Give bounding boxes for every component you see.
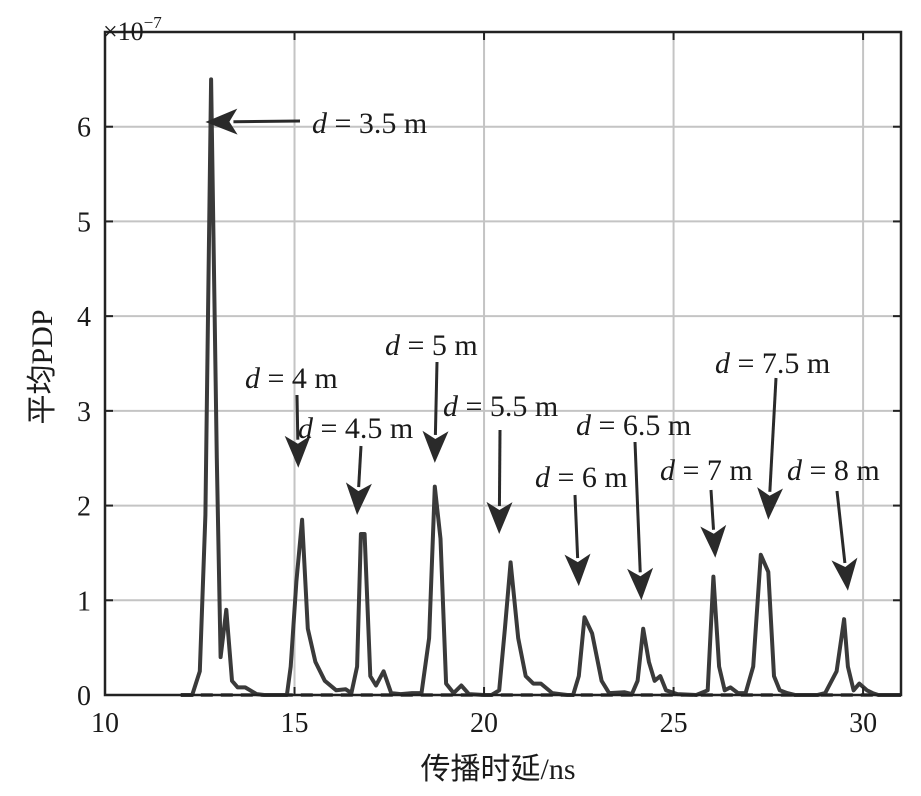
y-axis-label: 平均PDP <box>26 309 59 424</box>
annotation-arrow-head <box>757 487 783 520</box>
y-tick-label: 4 <box>77 302 91 333</box>
plot-frame <box>103 30 903 697</box>
y-exponent-label: ×10−7 <box>103 13 162 46</box>
annotations: d = 3.5 md = 4 md = 4.5 md = 5 md = 5.5 … <box>205 107 880 601</box>
annotation-label: d = 7.5 m <box>715 347 830 380</box>
annotation-arrow-head <box>831 557 858 591</box>
annotation-var: d <box>443 390 459 423</box>
annotation-arrow-head <box>284 435 311 468</box>
annotation-label: d = 7 m <box>660 454 753 487</box>
y-tick-label: 2 <box>77 492 91 523</box>
annotation-text: = 4.5 m <box>313 412 413 445</box>
y-tick-label: 1 <box>77 586 91 617</box>
annotation-6: d = 6.5 m <box>576 409 691 601</box>
annotation-label: d = 3.5 m <box>312 107 427 140</box>
annotation-3: d = 5 m <box>385 329 478 463</box>
annotation-arrow-shaft <box>357 445 363 488</box>
annotation-label: d = 5 m <box>385 329 478 362</box>
y-tick-label: 0 <box>77 681 91 712</box>
annotation-var: d <box>576 409 592 442</box>
x-tick-label: 25 <box>660 708 688 739</box>
annotation-8: d = 7.5 m <box>715 347 830 520</box>
annotation-label: d = 4 m <box>245 362 338 395</box>
annotation-text: = 6 m <box>550 461 628 494</box>
annotation-arrow-head <box>422 430 449 463</box>
x-tick-label: 15 <box>281 708 309 739</box>
annotation-arrow-shaft <box>433 361 439 435</box>
annotation-arrow-shaft <box>295 394 300 440</box>
annotation-4: d = 5.5 m <box>443 390 558 534</box>
annotation-text: = 6.5 m <box>591 409 691 442</box>
annotation-arrow-shaft <box>768 377 778 492</box>
x-axis-label: 传播时延/ns <box>420 753 575 786</box>
y-tick-label: 5 <box>77 207 91 238</box>
annotation-var: d <box>245 362 261 395</box>
annotation-arrow-shaft <box>709 489 716 530</box>
annotation-text: = 4 m <box>260 362 338 395</box>
x-tick-label: 10 <box>91 708 119 739</box>
annotation-label: d = 8 m <box>787 454 880 487</box>
annotation-var: d <box>660 454 676 487</box>
annotation-arrow-shaft <box>835 490 847 564</box>
annotation-arrow-shaft <box>233 119 301 124</box>
annotation-text: = 5 m <box>400 329 478 362</box>
annotation-arrow-head <box>700 524 727 558</box>
annotation-label: d = 6 m <box>535 461 628 494</box>
annotation-9: d = 8 m <box>787 454 880 591</box>
annotation-text: = 3.5 m <box>327 107 427 140</box>
annotation-arrow-shaft <box>633 441 642 573</box>
annotation-var: d <box>385 329 401 362</box>
annotation-var: d <box>715 347 731 380</box>
tick-marks <box>104 32 901 696</box>
annotation-text: = 7 m <box>675 454 753 487</box>
annotation-text: = 7.5 m <box>730 347 830 380</box>
annotation-var: d <box>298 412 314 445</box>
annotation-text: = 5.5 m <box>458 390 558 423</box>
annotation-5: d = 6 m <box>535 461 628 587</box>
annotation-arrow-shaft <box>573 494 580 559</box>
grid <box>105 32 901 695</box>
axes-box <box>103 30 903 697</box>
annotation-var: d <box>535 461 551 494</box>
y-tick-label: 3 <box>77 397 91 428</box>
annotation-0: d = 3.5 m <box>205 107 427 140</box>
annotation-label: d = 4.5 m <box>298 412 413 445</box>
annotation-arrow-head <box>564 553 591 587</box>
annotation-text: = 8 m <box>802 454 880 487</box>
pdp-series-line <box>180 77 901 697</box>
y-tick-label: 6 <box>77 113 91 144</box>
annotation-label: d = 6.5 m <box>576 409 691 442</box>
annotation-label: d = 5.5 m <box>443 390 558 423</box>
annotation-var: d <box>312 107 328 140</box>
y-exponent-base: ×10 <box>103 17 144 46</box>
annotation-2: d = 4.5 m <box>298 412 413 515</box>
annotation-arrow-head <box>486 501 513 534</box>
annotation-7: d = 7 m <box>660 454 753 558</box>
annotation-1: d = 4 m <box>245 362 338 468</box>
annotation-arrow-head <box>345 482 372 515</box>
y-exponent-power: −7 <box>144 13 163 32</box>
tick-labels: 10 15 20 25 30 0 1 2 3 4 5 6 <box>77 113 877 739</box>
annotation-arrow-head <box>627 567 654 601</box>
x-tick-label: 30 <box>849 708 877 739</box>
annotation-arrow-head <box>205 108 238 135</box>
annotation-var: d <box>787 454 803 487</box>
annotation-arrow-shaft <box>497 429 502 506</box>
x-tick-label: 20 <box>470 708 498 739</box>
